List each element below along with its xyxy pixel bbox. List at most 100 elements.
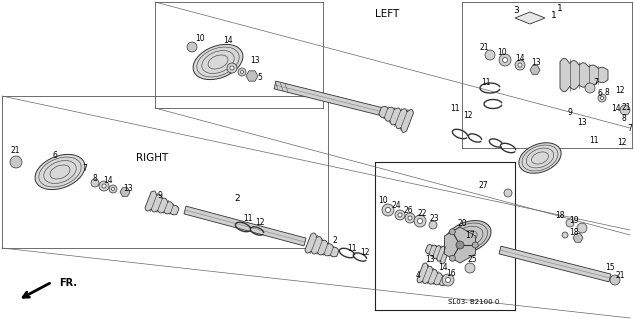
Text: 12: 12	[615, 85, 624, 94]
Text: 17: 17	[465, 230, 475, 239]
Text: 13: 13	[250, 55, 260, 65]
Text: 10: 10	[497, 47, 507, 57]
Text: 11: 11	[347, 244, 357, 252]
Text: 11: 11	[450, 103, 460, 113]
Text: 16: 16	[446, 268, 456, 277]
Text: 14: 14	[438, 263, 448, 273]
Text: 14: 14	[223, 36, 233, 44]
Circle shape	[598, 94, 606, 102]
Circle shape	[429, 221, 437, 229]
Polygon shape	[417, 263, 447, 285]
Circle shape	[112, 188, 115, 190]
Text: 14: 14	[515, 53, 525, 62]
Circle shape	[472, 242, 478, 248]
Circle shape	[408, 216, 412, 220]
Text: 7: 7	[593, 77, 598, 86]
Text: RIGHT: RIGHT	[136, 153, 168, 163]
Text: 21: 21	[621, 102, 631, 111]
Text: 21: 21	[10, 146, 20, 155]
Circle shape	[577, 223, 587, 233]
Circle shape	[405, 213, 415, 223]
Text: 6: 6	[53, 150, 58, 159]
Circle shape	[504, 189, 512, 197]
Text: 12: 12	[463, 110, 473, 119]
Text: 5: 5	[257, 73, 262, 82]
Text: 2: 2	[234, 194, 240, 203]
Polygon shape	[515, 12, 545, 24]
Circle shape	[187, 42, 197, 52]
Text: 23: 23	[429, 213, 439, 222]
Circle shape	[562, 232, 568, 238]
Circle shape	[600, 97, 604, 100]
Ellipse shape	[519, 143, 561, 173]
Polygon shape	[379, 106, 413, 132]
Ellipse shape	[193, 44, 243, 80]
Circle shape	[515, 60, 525, 70]
Circle shape	[446, 277, 451, 283]
Text: 9: 9	[158, 190, 162, 199]
Text: 21: 21	[479, 43, 489, 52]
Circle shape	[414, 215, 426, 227]
Circle shape	[385, 207, 391, 212]
Circle shape	[518, 63, 522, 67]
Polygon shape	[184, 206, 306, 246]
Text: 11: 11	[481, 77, 491, 86]
Circle shape	[91, 179, 99, 187]
Text: 8: 8	[605, 87, 609, 97]
Text: SL03- B2100 0: SL03- B2100 0	[448, 299, 500, 305]
Circle shape	[230, 66, 234, 70]
Text: 3: 3	[513, 5, 519, 14]
Circle shape	[620, 105, 630, 115]
Text: 10: 10	[195, 34, 205, 43]
Text: 10: 10	[378, 196, 388, 204]
Circle shape	[499, 54, 511, 66]
Polygon shape	[499, 246, 611, 282]
Circle shape	[240, 70, 243, 74]
Text: LEFT: LEFT	[375, 9, 399, 19]
Circle shape	[450, 255, 455, 261]
Text: 27: 27	[478, 180, 488, 189]
Text: 22: 22	[417, 209, 427, 218]
Polygon shape	[274, 81, 396, 119]
Circle shape	[418, 219, 422, 223]
Text: 13: 13	[123, 183, 133, 193]
Ellipse shape	[35, 154, 85, 190]
Circle shape	[109, 185, 117, 193]
Circle shape	[238, 68, 246, 76]
Circle shape	[485, 50, 495, 60]
Circle shape	[99, 181, 109, 191]
Text: 11: 11	[243, 213, 253, 222]
Circle shape	[503, 58, 507, 62]
Text: 19: 19	[569, 215, 579, 225]
Circle shape	[566, 219, 574, 227]
Polygon shape	[120, 188, 130, 196]
Circle shape	[10, 156, 22, 168]
Circle shape	[610, 275, 620, 285]
Circle shape	[398, 213, 402, 217]
Text: 15: 15	[605, 263, 615, 273]
Text: 14: 14	[103, 175, 113, 185]
Circle shape	[382, 204, 394, 216]
Text: 6: 6	[598, 89, 602, 98]
Text: 9: 9	[567, 108, 573, 116]
Text: 13: 13	[531, 58, 541, 67]
Text: 7: 7	[82, 164, 87, 172]
Text: 13: 13	[577, 117, 587, 126]
Text: 24: 24	[391, 201, 401, 210]
Text: 18: 18	[569, 228, 579, 236]
Text: 14: 14	[611, 103, 621, 113]
Circle shape	[450, 229, 455, 235]
Text: 12: 12	[618, 138, 627, 147]
Text: 1: 1	[557, 4, 563, 12]
Polygon shape	[246, 71, 258, 81]
Polygon shape	[573, 234, 583, 242]
Text: 13: 13	[425, 255, 435, 265]
Circle shape	[465, 263, 475, 273]
Polygon shape	[145, 191, 179, 215]
Circle shape	[585, 83, 595, 93]
Text: 7: 7	[628, 124, 633, 132]
Text: 8: 8	[93, 173, 98, 182]
Circle shape	[227, 63, 237, 73]
Text: 4: 4	[415, 270, 420, 279]
Circle shape	[442, 274, 454, 286]
